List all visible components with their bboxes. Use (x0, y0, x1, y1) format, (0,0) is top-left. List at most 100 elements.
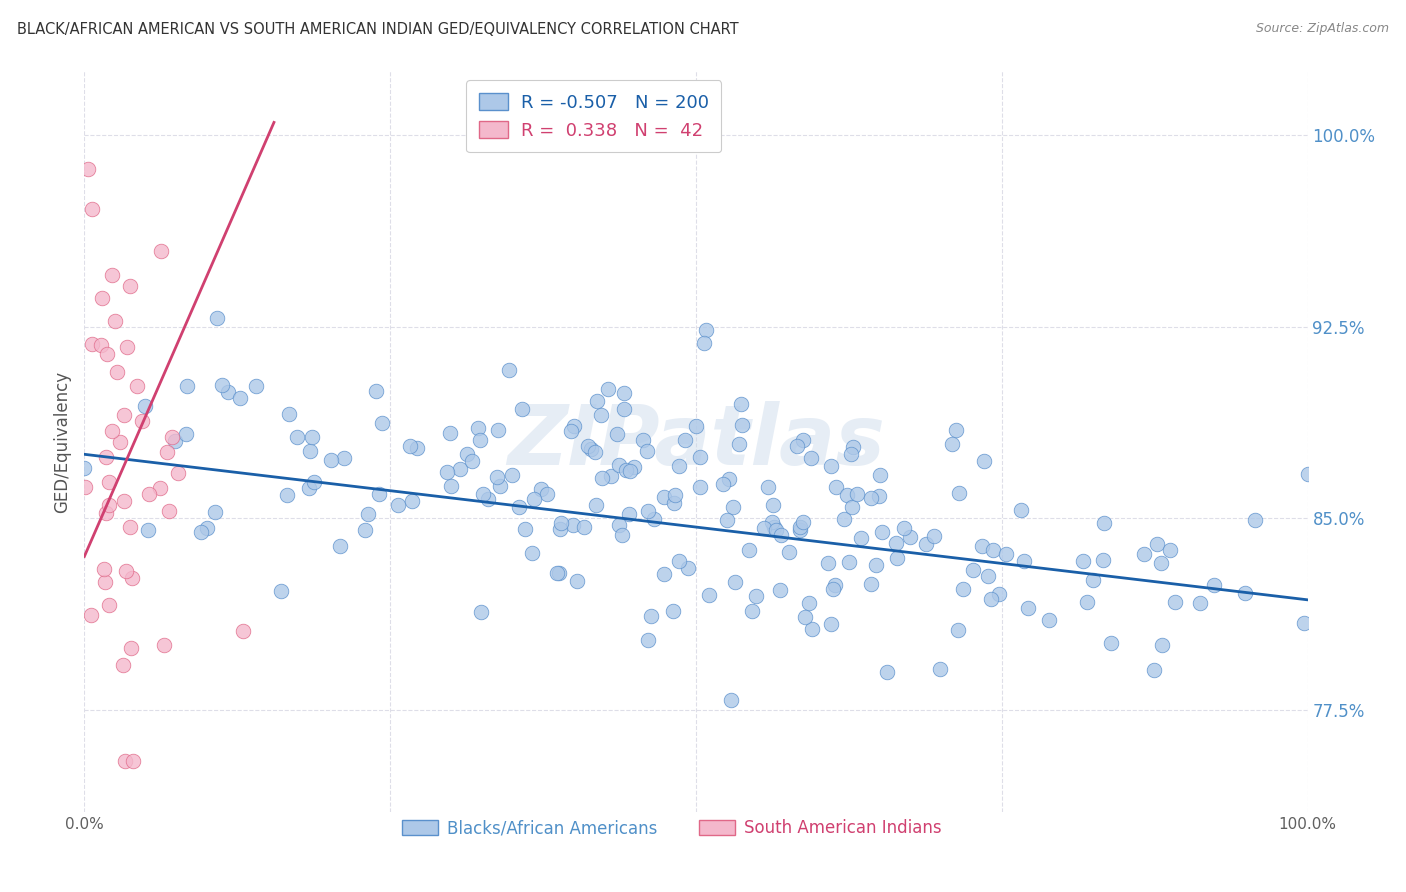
Point (664, 487, 686, 501)
Point (439, 426, 461, 441)
Point (886, 535, 908, 549)
Point (329, 539, 352, 553)
Point (689, 480, 711, 494)
Point (585, 394, 607, 409)
Point (270, 583, 292, 598)
Point (90, 337, 112, 351)
Legend: Blacks/African Americans, South American Indians: Blacks/African Americans, South American… (395, 813, 948, 844)
Point (769, 582, 792, 597)
Point (97, 498, 120, 512)
Point (973, 453, 995, 467)
Point (149, 481, 172, 495)
Point (211, 378, 233, 392)
Point (841, 441, 863, 455)
Point (406, 442, 429, 456)
Point (1296, 467, 1319, 481)
Point (839, 446, 862, 460)
Point (387, 498, 409, 512)
Point (564, 419, 586, 434)
Point (138, 487, 160, 501)
Point (607, 458, 630, 473)
Point (93, 574, 115, 589)
Point (789, 520, 811, 534)
Point (898, 530, 921, 544)
Point (583, 445, 606, 459)
Point (589, 409, 612, 423)
Point (1234, 586, 1257, 600)
Point (728, 437, 751, 451)
Point (837, 488, 859, 502)
Point (122, 754, 145, 768)
Point (367, 487, 389, 501)
Point (112, 408, 135, 422)
Point (800, 623, 823, 637)
Point (614, 462, 637, 476)
Point (131, 414, 153, 428)
Point (756, 481, 779, 495)
Point (1164, 595, 1187, 609)
Point (574, 520, 596, 534)
Point (96, 347, 118, 361)
Point (456, 447, 478, 461)
Point (636, 444, 658, 458)
Point (613, 402, 636, 417)
Point (501, 468, 523, 483)
Point (591, 471, 613, 485)
Point (922, 529, 945, 543)
Point (332, 451, 354, 466)
Point (832, 512, 855, 526)
Point (859, 491, 882, 506)
Point (631, 433, 654, 447)
Point (685, 418, 707, 433)
Point (731, 418, 754, 433)
Point (637, 504, 659, 518)
Point (1038, 613, 1060, 627)
Point (156, 444, 179, 458)
Point (245, 378, 267, 392)
Point (980, 592, 1002, 607)
Point (851, 531, 873, 545)
Point (761, 515, 783, 529)
Point (80, 202, 103, 217)
Point (302, 475, 325, 490)
Point (546, 566, 568, 581)
Point (652, 490, 675, 504)
Point (560, 424, 582, 438)
Point (163, 434, 186, 448)
Point (1076, 595, 1098, 609)
Point (823, 582, 845, 596)
Point (298, 444, 321, 458)
Point (162, 430, 184, 444)
Point (91, 291, 114, 305)
Point (1143, 664, 1166, 678)
Point (118, 519, 141, 533)
Point (799, 451, 821, 466)
Point (498, 363, 520, 377)
Point (486, 470, 509, 484)
Point (695, 323, 717, 337)
Point (994, 548, 1017, 562)
Point (612, 528, 634, 542)
Point (98, 475, 121, 489)
Point (585, 498, 607, 512)
Point (596, 383, 619, 397)
Point (440, 478, 463, 492)
Point (841, 500, 863, 514)
Point (945, 423, 967, 437)
Point (952, 582, 974, 597)
Point (607, 518, 630, 533)
Point (820, 617, 842, 632)
Point (111, 657, 134, 672)
Point (93, 562, 115, 576)
Point (613, 385, 636, 400)
Point (713, 477, 735, 491)
Point (471, 487, 494, 501)
Point (720, 692, 742, 706)
Point (1202, 578, 1225, 592)
Point (643, 511, 665, 525)
Point (576, 439, 599, 453)
Point (820, 458, 842, 473)
Point (75, 480, 97, 494)
Point (321, 453, 343, 467)
Point (929, 661, 952, 675)
